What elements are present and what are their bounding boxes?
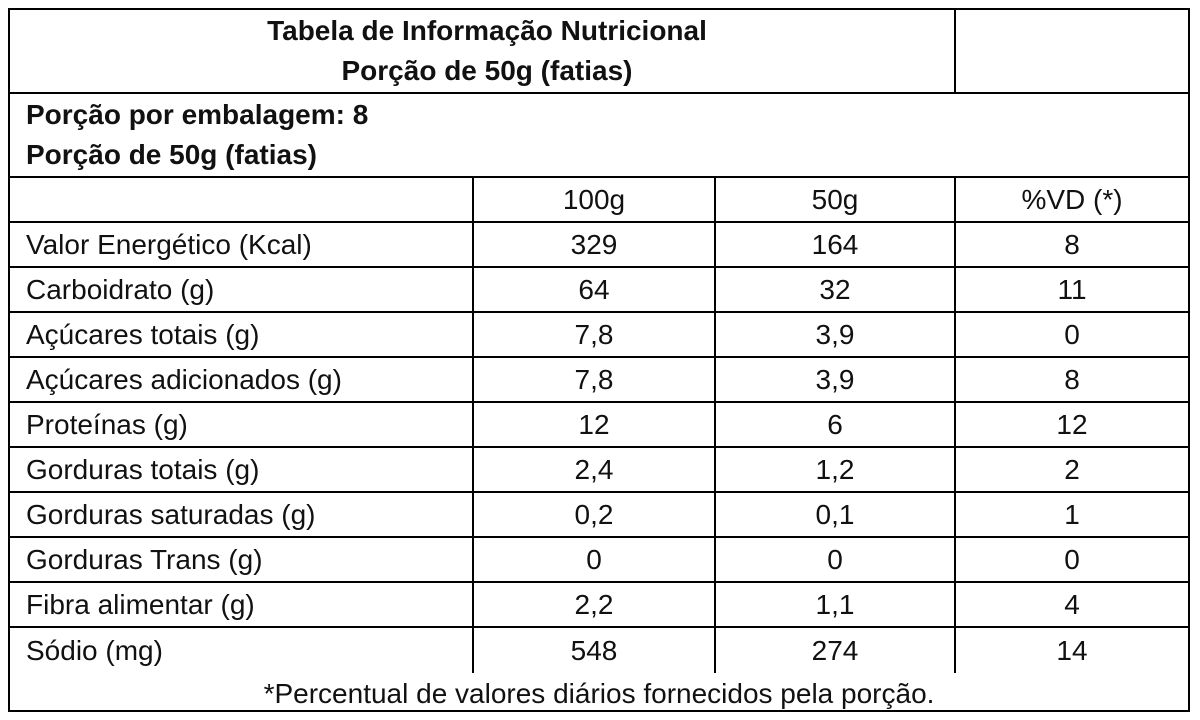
table-row: Sódio (mg) 548 274 14 [10, 628, 1188, 673]
nutrient-label: Proteínas (g) [10, 403, 474, 446]
nutrient-label: Gorduras saturadas (g) [10, 493, 474, 536]
value-100g: 64 [474, 268, 716, 311]
value-50g: 0,1 [716, 493, 956, 536]
nutrient-label: Açúcares adicionados (g) [10, 358, 474, 401]
footnote: *Percentual de valores diários fornecido… [10, 673, 1188, 715]
nutrient-label: Açúcares totais (g) [10, 313, 474, 356]
table-subtitle: Porção de 50g (fatias) [341, 55, 633, 86]
value-100g: 0 [474, 538, 716, 581]
column-header-100g: 100g [474, 178, 716, 221]
value-100g: 7,8 [474, 313, 716, 356]
value-50g: 3,9 [716, 358, 956, 401]
nutrition-table: Tabela de Informação Nutricional Porção … [8, 8, 1190, 712]
value-vd: 0 [1064, 318, 1080, 350]
column-header-row: 100g 50g %VD (*) [10, 178, 1188, 223]
value-100g: 12 [474, 403, 716, 446]
value-vd: 8 [1064, 363, 1080, 395]
value-vd: 8 [1064, 228, 1080, 260]
nutrient-rows: Valor Energético (Kcal) 329 164 8 Carboidrat… [10, 223, 1188, 673]
footnote-text: *Percentual de valores diários fornecido… [263, 678, 935, 709]
value-vd: 0 [1064, 543, 1080, 575]
header-title-cell: Tabela de Informação Nutricional Porção … [10, 10, 956, 92]
table-row: Valor Energético (Kcal) 329 164 8 [10, 223, 1188, 268]
column-header-label [10, 178, 474, 221]
value-100g: 2,4 [474, 448, 716, 491]
value-vd: 14 [1056, 634, 1088, 666]
table-row: Gorduras Trans (g) 0 0 0 [10, 538, 1188, 583]
value-vd: 4 [1064, 588, 1080, 620]
table-header: Tabela de Informação Nutricional Porção … [10, 10, 1188, 94]
column-header-vd: %VD (*) [1021, 183, 1123, 215]
value-100g: 2,2 [474, 583, 716, 626]
table-row: Açúcares adicionados (g) 7,8 3,9 8 [10, 358, 1188, 403]
value-50g: 32 [716, 268, 956, 311]
table-row: Proteínas (g) 12 6 12 [10, 403, 1188, 448]
table-row: Gorduras totais (g) 2,4 1,2 2 [10, 448, 1188, 493]
table-row: Carboidrato (g) 64 32 11 [10, 268, 1188, 313]
header-empty-cell [956, 10, 1188, 92]
value-50g: 3,9 [716, 313, 956, 356]
value-50g: 1,1 [716, 583, 956, 626]
nutrient-label: Gorduras totais (g) [10, 448, 474, 491]
value-vd: 11 [1057, 273, 1087, 305]
servings-per-package: Porção por embalagem: 8 [26, 99, 369, 130]
value-50g: 1,2 [716, 448, 956, 491]
nutrient-label: Valor Energético (Kcal) [10, 223, 474, 266]
value-100g: 7,8 [474, 358, 716, 401]
nutrient-label: Gorduras Trans (g) [10, 538, 474, 581]
value-vd: 1 [1064, 498, 1080, 530]
value-100g: 329 [474, 223, 716, 266]
value-vd: 12 [1056, 408, 1088, 440]
serving-info: Porção por embalagem: 8 Porção de 50g (f… [10, 94, 1188, 178]
serving-size: Porção de 50g (fatias) [26, 139, 317, 170]
value-100g: 548 [474, 628, 716, 673]
nutrient-label: Carboidrato (g) [10, 268, 474, 311]
value-50g: 274 [716, 628, 956, 673]
nutrient-label: Sódio (mg) [10, 628, 474, 673]
value-50g: 0 [716, 538, 956, 581]
table-row: Gorduras saturadas (g) 0,2 0,1 1 [10, 493, 1188, 538]
table-row: Açúcares totais (g) 7,8 3,9 0 [10, 313, 1188, 358]
value-50g: 164 [716, 223, 956, 266]
column-header-50g: 50g [716, 178, 956, 221]
nutrient-label: Fibra alimentar (g) [10, 583, 474, 626]
table-title: Tabela de Informação Nutricional [267, 15, 707, 46]
value-100g: 0,2 [474, 493, 716, 536]
value-vd: 2 [1064, 453, 1080, 485]
table-row: Fibra alimentar (g) 2,2 1,1 4 [10, 583, 1188, 628]
value-50g: 6 [716, 403, 956, 446]
